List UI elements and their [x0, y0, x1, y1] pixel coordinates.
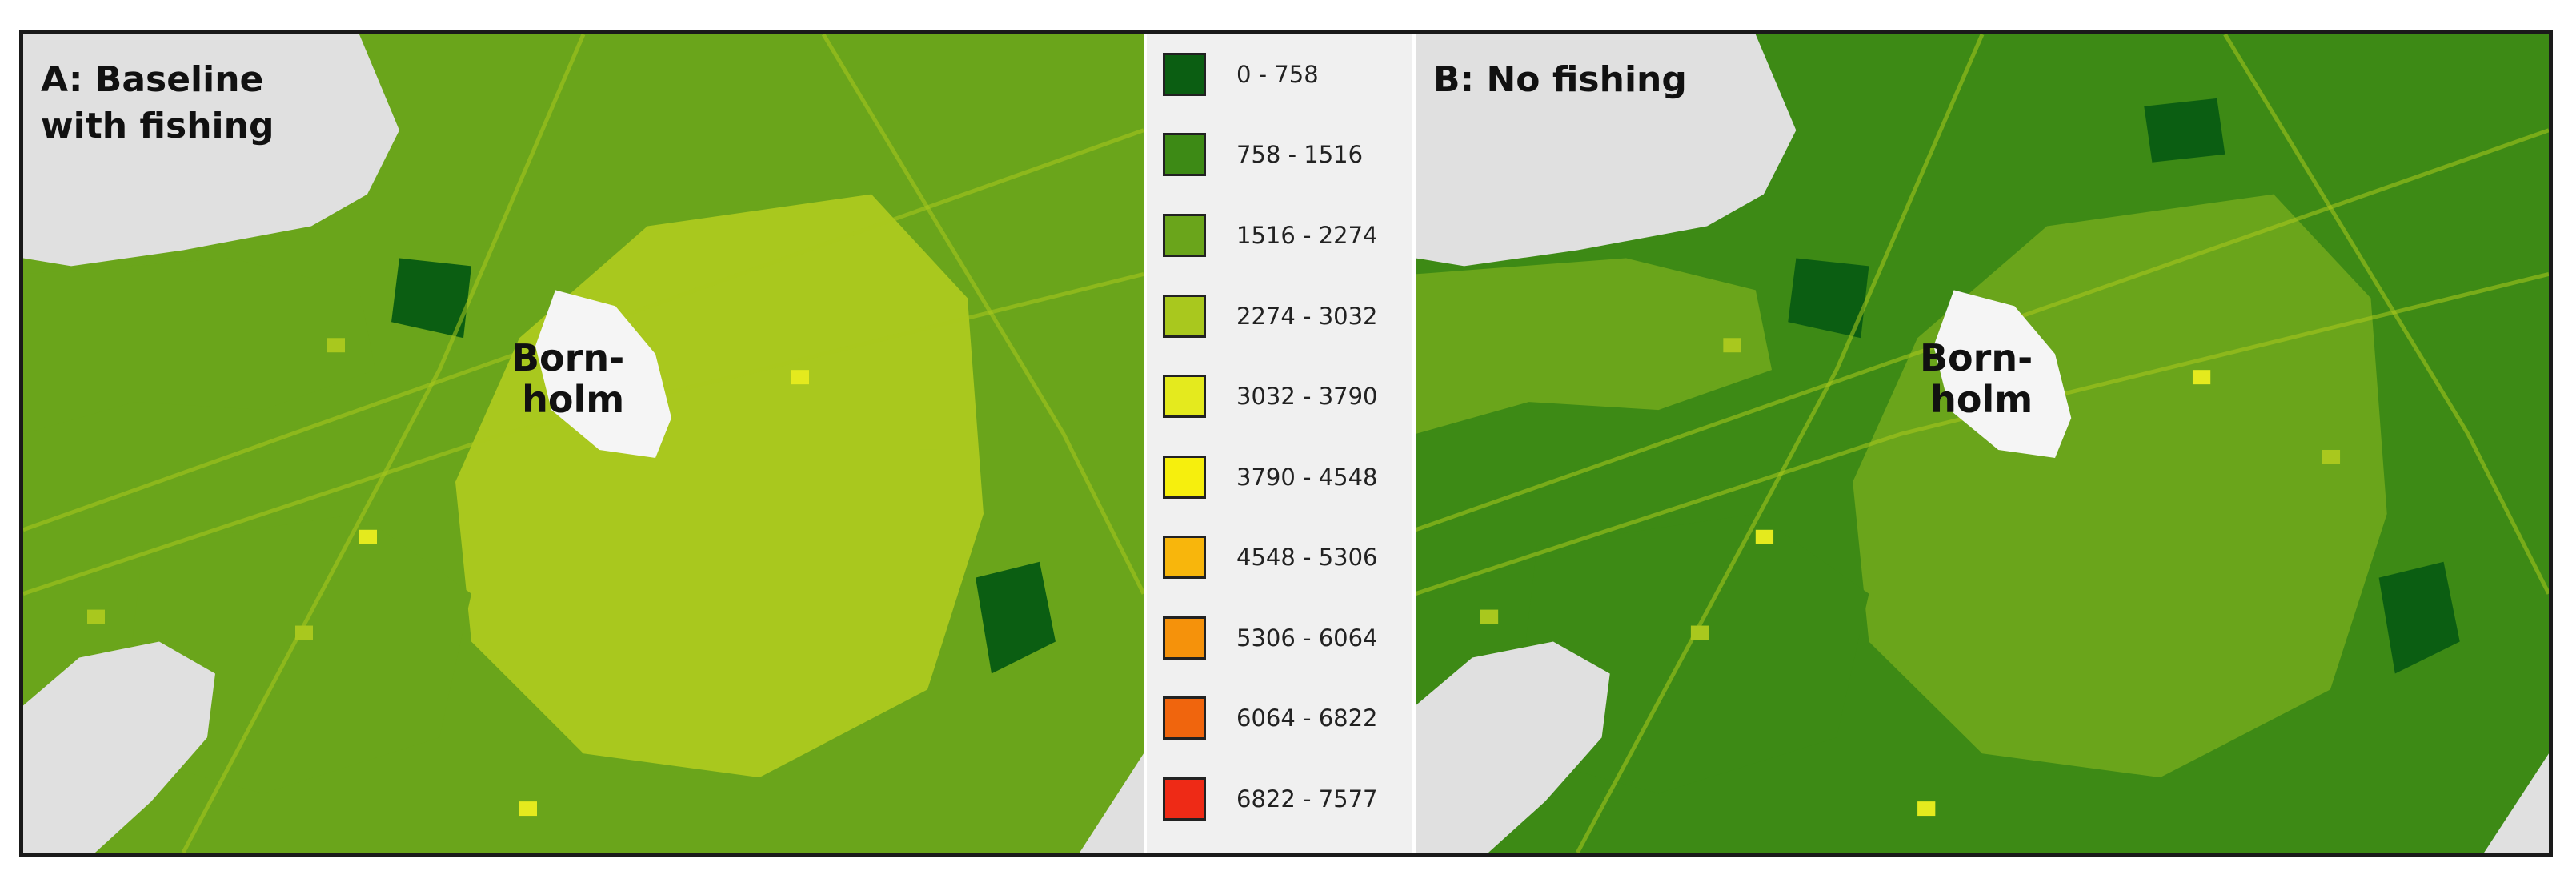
- dark-patch: [1788, 258, 1869, 339]
- legend-swatch: [1163, 696, 1206, 740]
- legend-label: 3790 - 4548: [1236, 464, 1378, 491]
- shipping-lane: [1416, 128, 2549, 532]
- legend-label: 4548 - 5306: [1236, 544, 1378, 571]
- map-b-raster: [1416, 34, 2549, 853]
- legend-swatch: [1163, 214, 1206, 257]
- land-south-coast: [23, 641, 215, 853]
- bornholm-label-a: Born- holm: [511, 336, 625, 421]
- panel-b-title: B: No fishing: [1433, 59, 1687, 100]
- dark-patch: [2378, 561, 2460, 674]
- speckle: [87, 609, 105, 624]
- western-band: [23, 258, 375, 435]
- legend-item: 3790 - 4548: [1163, 453, 1378, 501]
- legend-item: 6822 - 7577: [1163, 775, 1378, 823]
- shipping-lane: [2223, 34, 2549, 595]
- speckle: [2322, 449, 2341, 464]
- dark-patch: [391, 258, 471, 339]
- legend-swatch: [1163, 777, 1206, 821]
- bornholm-island: [535, 290, 671, 458]
- legend-item: 4548 - 5306: [1163, 533, 1378, 581]
- legend: 0 - 758 758 - 1516 1516 - 2274 2274 - 30…: [1144, 34, 1416, 853]
- legend-swatch: [1163, 536, 1206, 579]
- speckle: [1755, 529, 1774, 544]
- legend-item: 1516 - 2274: [1163, 211, 1378, 259]
- legend-swatch: [1163, 456, 1206, 499]
- map-a-raster: [23, 34, 1144, 853]
- bornholm-label-b: Born- holm: [1920, 336, 2033, 421]
- speckle: [1723, 338, 1741, 353]
- speckle: [1480, 609, 1499, 624]
- legend-swatch: [1163, 295, 1206, 338]
- shipping-lane: [821, 34, 1144, 595]
- legend-swatch: [1163, 616, 1206, 660]
- dark-patch: [2144, 98, 2225, 163]
- legend-label: 5306 - 6064: [1236, 624, 1378, 652]
- map-panel-no-fishing[interactable]: B: No fishing Born- holm: [1416, 34, 2549, 853]
- land-south-east: [1080, 753, 1144, 853]
- legend-item: 758 - 1516: [1163, 130, 1363, 179]
- dark-patch: [976, 561, 1056, 674]
- shipping-lane: [23, 128, 1144, 532]
- legend-swatch: [1163, 133, 1206, 176]
- shipping-lane: [1576, 34, 1985, 853]
- legend-label: 758 - 1516: [1236, 141, 1364, 168]
- bornholm-island: [1933, 290, 2072, 458]
- speckle: [2192, 370, 2211, 385]
- legend-label: 3032 - 3790: [1236, 383, 1378, 410]
- shipping-lane: [181, 34, 586, 853]
- map-panel-baseline[interactable]: A: Baseline with fishing Born- holm: [23, 34, 1144, 853]
- legend-label: 6064 - 6822: [1236, 704, 1378, 732]
- legend-item: 3032 - 3790: [1163, 372, 1378, 420]
- legend-label: 6822 - 7577: [1236, 785, 1378, 813]
- speckle: [919, 449, 937, 464]
- land-south-coast: [1416, 641, 1610, 853]
- legend-label: 1516 - 2274: [1236, 222, 1378, 249]
- legend-item: 2274 - 3032: [1163, 292, 1378, 340]
- speckle: [359, 529, 377, 544]
- legend-swatch: [1163, 375, 1206, 418]
- land-sweden: [1416, 34, 1797, 267]
- legend-swatch: [1163, 53, 1206, 96]
- legend-item: 6064 - 6822: [1163, 694, 1378, 742]
- land-sweden: [23, 34, 399, 267]
- legend-item: 0 - 758: [1163, 50, 1319, 98]
- panel-a-title: A: Baseline with fishing: [41, 59, 274, 146]
- speckle: [519, 801, 537, 817]
- shipping-lane: [1416, 271, 2549, 596]
- speckle: [1917, 801, 1936, 817]
- legend-label: 0 - 758: [1236, 61, 1319, 88]
- speckle: [327, 338, 345, 353]
- western-band: [1416, 258, 1773, 435]
- legend-label: 2274 - 3032: [1236, 303, 1378, 330]
- figure-frame: A: Baseline with fishing Born- holm 0 - …: [19, 30, 2553, 857]
- legend-item: 5306 - 6064: [1163, 614, 1378, 662]
- shipping-lane: [23, 271, 1144, 596]
- speckle: [791, 370, 809, 385]
